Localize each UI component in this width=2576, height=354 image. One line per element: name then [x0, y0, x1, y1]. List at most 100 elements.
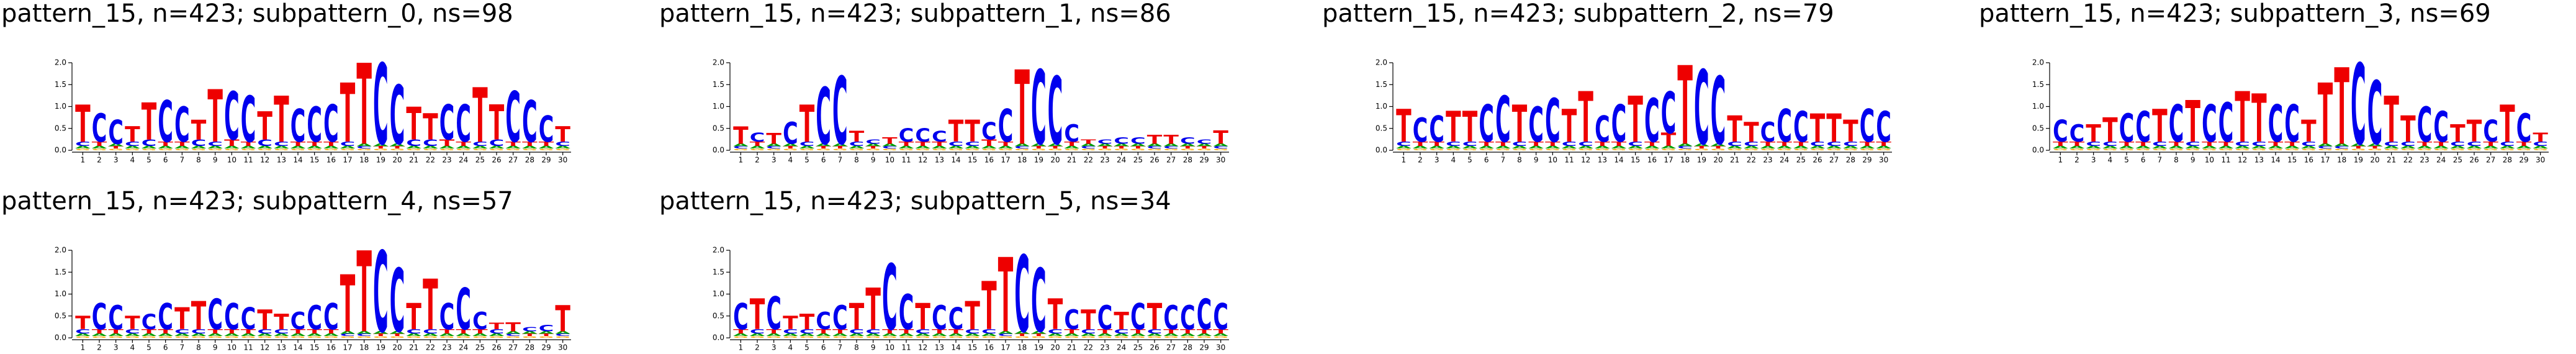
logo-letter: G: [1014, 335, 1030, 338]
x-tick-label: 22: [426, 343, 435, 352]
logo-letter: C: [1197, 291, 1212, 339]
logo-letter: A: [340, 330, 356, 335]
logo-letter: T: [356, 42, 372, 170]
logo-letter: A: [2450, 145, 2466, 150]
logo-letter: G: [2169, 148, 2184, 151]
x-tick-label: 4: [2108, 156, 2113, 165]
logo-letter: G: [142, 335, 157, 338]
x-tick-label: 30: [1879, 156, 1888, 165]
logo-letter: G: [390, 335, 405, 338]
x-tick-label: 4: [1451, 156, 1456, 165]
logo-letter: G: [1097, 148, 1113, 151]
logo-letter: C: [2467, 140, 2482, 147]
x-tick-label: 14: [951, 343, 960, 352]
logo-letter: A: [472, 145, 488, 150]
logo-letter: G: [1114, 335, 1129, 338]
logo-letter: G: [191, 335, 207, 338]
logo-letter: C: [1628, 140, 1643, 147]
logo-letter: A: [1180, 333, 1196, 337]
logo-letter: A: [142, 145, 157, 150]
logo-letter: A: [489, 145, 505, 150]
x-tick-label: 18: [2337, 156, 2346, 165]
x-tick-label: 19: [2354, 156, 2363, 165]
x-tick-label: 28: [1846, 156, 1855, 165]
logo-letter: T: [207, 75, 223, 159]
logo-letter: A: [472, 333, 488, 337]
logo-letter: A: [865, 333, 881, 337]
logo-letter: A: [373, 143, 389, 147]
x-tick-label: 23: [442, 343, 451, 352]
x-tick-label: 22: [426, 156, 435, 165]
logo-letter: G: [1180, 335, 1196, 338]
logo-letter: C: [2318, 146, 2333, 150]
logo-letter: G: [274, 148, 289, 151]
logo-letter: C: [1147, 328, 1163, 335]
logo-letter: A: [1744, 145, 1759, 150]
logo-letter: G: [1860, 148, 1875, 151]
logo-letter: A: [2417, 145, 2433, 150]
y-tick-label: 0.5: [55, 311, 66, 320]
logo-letter: A: [948, 145, 964, 150]
logo-letter: G: [2351, 148, 2366, 151]
logo-letter: A: [981, 333, 997, 337]
panel-title: pattern_15, n=423; subpattern_4, ns=57: [1, 187, 513, 216]
logo-letter: T: [539, 140, 554, 147]
logo-letter: T: [1048, 146, 1063, 150]
logo-letter: A: [1197, 333, 1212, 337]
x-tick-label: 7: [180, 343, 185, 352]
x-tick-label: 20: [2370, 156, 2379, 165]
logo-letter: C: [1048, 58, 1063, 166]
logo-letter: C: [1130, 296, 1146, 338]
logo-letter: A: [1711, 143, 1726, 147]
logo-letter: A: [257, 333, 272, 337]
logo-letter: T: [356, 229, 372, 354]
x-tick-label: 17: [2320, 156, 2330, 165]
x-tick-label: 27: [1166, 156, 1176, 165]
logo-letter: C: [290, 307, 306, 335]
logo-letter: C: [390, 69, 405, 163]
logo-letter: C: [899, 285, 914, 341]
logo-letter: G: [1147, 148, 1163, 151]
y-tick-label: 2.0: [713, 58, 724, 67]
logo-letter: C: [1744, 140, 1759, 147]
logo-letter: C: [2235, 140, 2250, 147]
x-tick-label: 24: [459, 343, 468, 352]
logo-letter: A: [2318, 143, 2333, 147]
logo-letter: C: [1843, 140, 1858, 147]
logo-letter: T: [849, 296, 865, 338]
logo-letter: C: [915, 328, 930, 335]
x-tick-label: 10: [227, 343, 236, 352]
logo-letter: T: [1727, 109, 1742, 150]
logo-panel: pattern_15, n=423; subpattern_1, ns=86 0.…: [659, 0, 1229, 168]
logo-letter: T: [1611, 140, 1627, 147]
logo-letter: C: [307, 98, 322, 153]
x-tick-label: 4: [130, 343, 135, 352]
panel-title: pattern_15, n=423; subpattern_5, ns=34: [659, 187, 1171, 216]
x-tick-label: 17: [343, 156, 352, 165]
x-tick-label: 28: [1183, 156, 1192, 165]
logo-letter: A: [2400, 145, 2416, 150]
x-tick-label: 12: [260, 343, 269, 352]
logo-letter: A: [750, 145, 765, 150]
logo-letter: C: [1064, 304, 1079, 336]
logo-letter: T: [1661, 130, 1677, 150]
logo-letter: G: [1843, 148, 1858, 151]
logo-letter: G: [423, 148, 438, 151]
logo-letter: G: [1628, 148, 1643, 151]
logo-letter: G: [832, 335, 848, 338]
logo-letter: G: [390, 148, 405, 151]
logo-letter: T: [816, 328, 831, 335]
x-tick-label: 11: [243, 156, 253, 165]
logo-letter: A: [108, 333, 124, 337]
logo-letter: T: [1081, 138, 1096, 145]
logo-letter: T: [733, 122, 749, 150]
x-tick-label: 15: [310, 156, 319, 165]
logo-letter: A: [1562, 145, 1577, 150]
y-tick-label: 0.5: [2032, 124, 2044, 132]
logo-letter: G: [1611, 148, 1627, 151]
x-tick-label: 8: [2174, 156, 2179, 165]
logo-letter: G: [224, 148, 240, 151]
y-tick-label: 0.0: [55, 334, 66, 342]
logo-letter: A: [832, 143, 848, 147]
logo-letter: G: [1711, 148, 1726, 151]
